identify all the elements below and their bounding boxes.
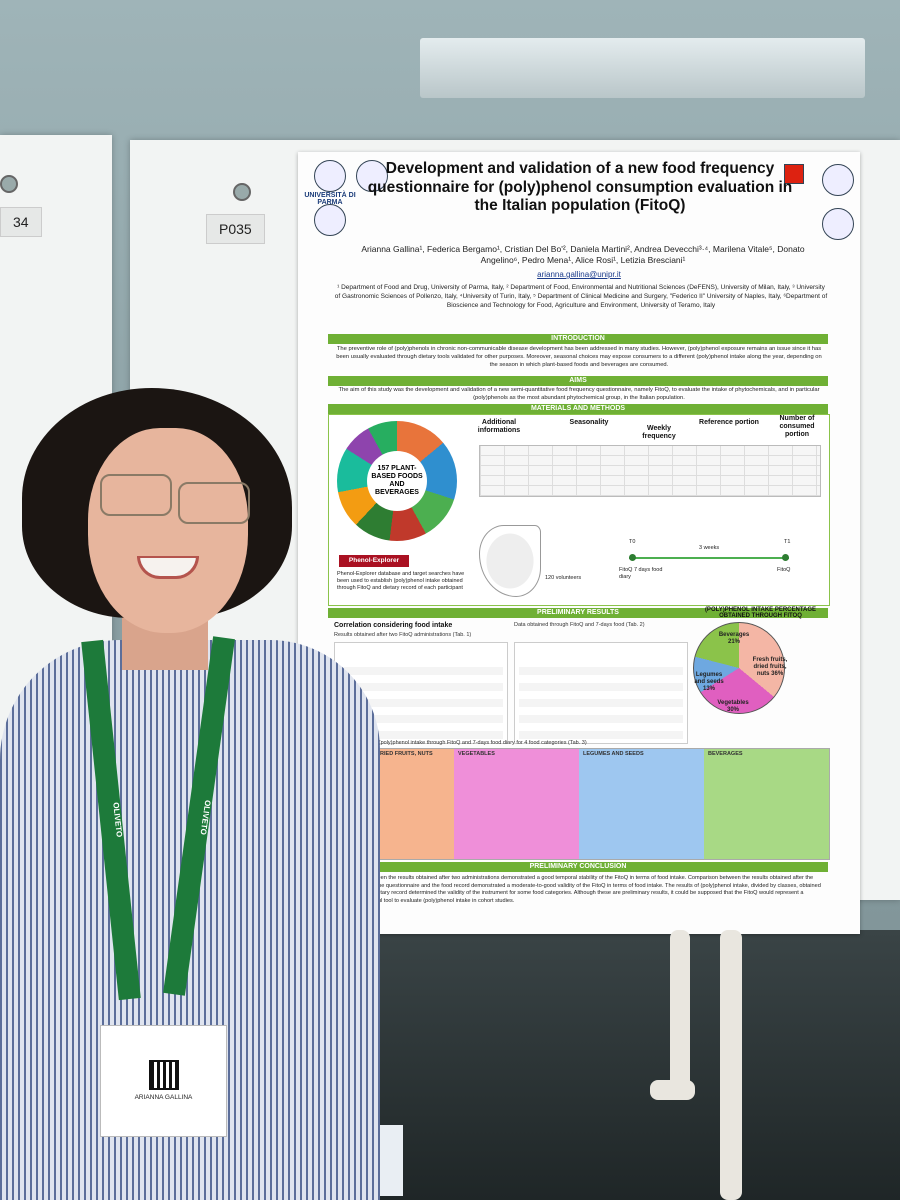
poster-affiliations: ¹ Department of Food and Drug, Universit… [334, 284, 828, 309]
glasses-left-icon [100, 474, 172, 516]
intro-text: The preventive role of (poly)phenols in … [336, 346, 822, 368]
table-2 [514, 642, 688, 744]
name-badge: ARIANNA GALLINA [100, 1025, 227, 1137]
section-conclusion: PRELIMINARY CONCLUSION [328, 862, 828, 872]
section-aims: AIMS [328, 376, 828, 386]
label-weekly: Weekly frequency [642, 425, 676, 441]
category-vegetables: VEGETABLES [454, 749, 579, 859]
cat-table-caption: Correlation between (poly)phenol intake … [328, 740, 587, 746]
floor [330, 930, 900, 1200]
donut-center-label: 157 PLANT-BASED FOODS AND BEVERAGES [367, 451, 427, 511]
pie-label-fruits: Fresh fruits, dried fruits, nuts 36% [752, 657, 788, 677]
pin-icon [0, 175, 18, 193]
seal-icon [356, 160, 388, 192]
italy-map-icon [479, 525, 541, 597]
intake-pie-chart [693, 622, 785, 714]
category-table: FRESH FRUITS, DRIED FRUITS, NUTS VEGETAB… [328, 748, 830, 860]
skeleton-model [640, 930, 760, 1200]
pie-title: (POLY)PHENOL INTAKE PERCENTAGE OBTAINED … [704, 607, 817, 619]
seal-icon [822, 164, 854, 196]
seal-icon [314, 204, 346, 236]
ceiling-light [420, 38, 865, 98]
t1-label: T1 [784, 539, 791, 545]
table2-caption: Data obtained through FitoQ and 7-days f… [514, 622, 645, 628]
questionnaire-preview [479, 445, 821, 497]
category-beverages: BEVERAGES [704, 749, 829, 859]
poster-email: arianna.gallina@unipr.it [537, 270, 621, 279]
university-name: UNIVERSITÀ DI PARMA [304, 192, 356, 206]
glasses-right-icon [178, 482, 250, 524]
poster-title: Development and validation of a new food… [367, 160, 793, 215]
weeks-label: 3 weeks [699, 545, 720, 551]
pie-label-beverages: Beverages 21% [718, 632, 750, 645]
conclusion-text: Comparison between the results obtained … [334, 875, 821, 904]
badge-name: ARIANNA GALLINA [134, 1094, 193, 1101]
label-additional: Additional informations [477, 419, 521, 435]
t0-dot [629, 554, 636, 561]
label-number: Number of consumed portion [779, 415, 815, 439]
scientific-poster: UNIVERSITÀ DI PARMA Development and vali… [298, 152, 860, 934]
logo-icon [784, 164, 804, 184]
section-methods: MATERIALS AND METHODS [328, 404, 828, 414]
label-reference: Reference portion [699, 419, 759, 426]
t0-label: T0 [629, 539, 636, 545]
university-logo-icon [314, 160, 346, 192]
board-number-main: P035 [206, 214, 265, 244]
pie-label-legumes: Legumes and seeds 13% [694, 672, 724, 692]
qr-code-icon [149, 1060, 179, 1090]
person-face [88, 428, 248, 633]
section-results: PRELIMINARY RESULTS [328, 608, 828, 618]
label-seasonality: Seasonality [569, 419, 609, 426]
seal-icon [822, 208, 854, 240]
food-groups-donut: 157 PLANT-BASED FOODS AND BEVERAGES [337, 421, 457, 541]
study-timeline [629, 554, 789, 561]
methods-panel: 157 PLANT-BASED FOODS AND BEVERAGES Addi… [328, 414, 830, 606]
board-number-left: 34 [0, 207, 42, 237]
aims-text: The aim of this study was the developmen… [338, 387, 820, 401]
category-legumes: LEGUMES AND SEEDS [579, 749, 704, 859]
fitoq-label: FitoQ [777, 567, 791, 573]
phenol-explorer-text: Phenol-Explorer database and target sear… [337, 571, 465, 592]
phenol-explorer-logo: Phenol-Explorer [339, 555, 409, 567]
pin-icon [233, 183, 251, 201]
poster-authors: Arianna Gallina¹, Federica Bergamo¹, Cri… [361, 244, 805, 266]
pie-label-vegetables: Vegetables 30% [717, 700, 749, 713]
t1-dot [782, 554, 789, 561]
diary-label: FitoQ 7 days food diary [619, 567, 663, 581]
correlation-title: Correlation considering food intake [334, 622, 453, 629]
table1-caption: Results obtained after two FitoQ adminis… [334, 632, 472, 638]
section-introduction: INTRODUCTION [328, 334, 828, 344]
volunteers-label: 120 volunteers [545, 575, 582, 581]
